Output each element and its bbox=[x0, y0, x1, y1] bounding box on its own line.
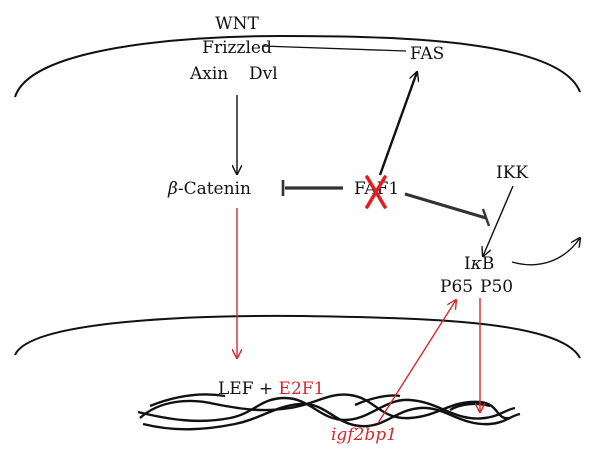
cell-membrane bbox=[14, 34, 581, 98]
frizzled-label: Frizzled bbox=[202, 38, 272, 58]
catenin-text: -Catenin bbox=[178, 179, 251, 199]
dna-strands bbox=[137, 393, 521, 431]
inhibit-faf1-catenin bbox=[281, 180, 343, 196]
igf2bp1-label: igf2bp1 bbox=[331, 425, 397, 445]
arrow-faf1-to-fas bbox=[378, 72, 417, 176]
fas-label: FAS bbox=[410, 44, 444, 64]
ikk-label: IKK bbox=[496, 163, 528, 183]
inhibit-faf1-ikb bbox=[404, 192, 491, 227]
ikb-b: B bbox=[482, 254, 495, 274]
beta-catenin-label: β-Catenin bbox=[167, 179, 251, 199]
dvl-label: Dvl bbox=[249, 64, 278, 84]
nuclear-membrane bbox=[14, 314, 581, 359]
arrow-ikb-degradation bbox=[511, 238, 580, 266]
ikb-label: IκB bbox=[464, 254, 494, 274]
lef-e2f1-label: LEF + E2F1 bbox=[218, 379, 324, 399]
arrow-ikk-to-ikb bbox=[483, 185, 514, 256]
p65-label: P65 bbox=[440, 277, 473, 297]
lef-text: LEF + bbox=[218, 379, 279, 399]
arrow-igf2bp1-to-p65 bbox=[377, 300, 456, 424]
ikb-kappa: κ bbox=[470, 254, 482, 274]
beta-symbol: β bbox=[167, 179, 178, 199]
p50-label: P50 bbox=[480, 277, 513, 297]
red-cross-icon bbox=[365, 175, 387, 209]
wnt-label: WNT bbox=[215, 14, 259, 34]
ikb-i: I bbox=[464, 254, 471, 274]
arrow-frizzled-to-fas bbox=[261, 45, 407, 52]
e2f1-text: E2F1 bbox=[279, 379, 325, 399]
axin-label: Axin bbox=[189, 64, 228, 84]
